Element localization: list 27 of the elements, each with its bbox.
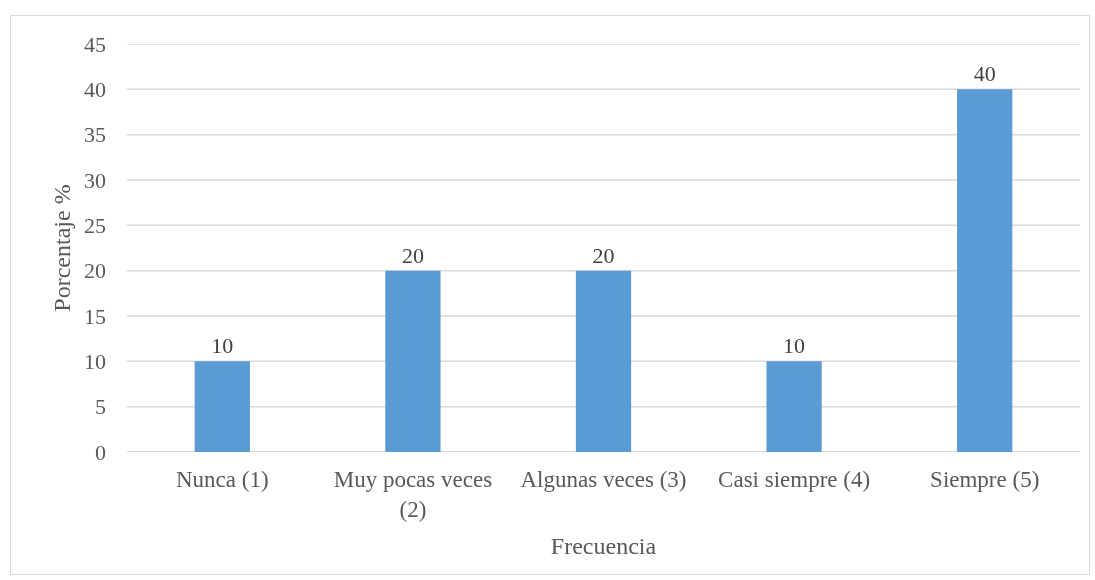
y-tick-label: 30 bbox=[84, 167, 106, 193]
bar bbox=[957, 89, 1013, 452]
y-tick-label: 15 bbox=[84, 303, 106, 329]
data-label: 20 bbox=[592, 242, 615, 268]
x-tick-label: Casi siempre (4) bbox=[718, 467, 871, 492]
y-tick-label: 10 bbox=[84, 349, 106, 375]
data-label: 20 bbox=[401, 242, 424, 268]
y-tick-label: 0 bbox=[95, 439, 106, 465]
y-axis-title: Porcentaje % bbox=[49, 184, 76, 312]
x-tick-label: Nunca (1) bbox=[176, 467, 269, 492]
y-tick-label: 40 bbox=[84, 77, 106, 103]
y-tick-label: 20 bbox=[84, 258, 106, 284]
x-tick-label: Algunas veces (3) bbox=[520, 467, 687, 492]
bar bbox=[385, 270, 441, 452]
data-label: 40 bbox=[973, 61, 996, 87]
x-axis-title: Frecuencia bbox=[550, 533, 657, 560]
data-label: 10 bbox=[783, 333, 806, 359]
x-tick-label: Siempre (5) bbox=[930, 467, 1040, 492]
x-tick-label: Muy pocas veces (2) bbox=[333, 467, 493, 522]
data-label: 10 bbox=[211, 333, 234, 359]
bar bbox=[575, 270, 632, 452]
y-tick-label: 35 bbox=[84, 122, 106, 148]
y-tick-label: 5 bbox=[95, 394, 106, 420]
bar bbox=[766, 361, 822, 452]
y-tick-label: 45 bbox=[84, 31, 106, 57]
y-tick-label: 25 bbox=[84, 213, 106, 239]
bar bbox=[194, 361, 250, 452]
